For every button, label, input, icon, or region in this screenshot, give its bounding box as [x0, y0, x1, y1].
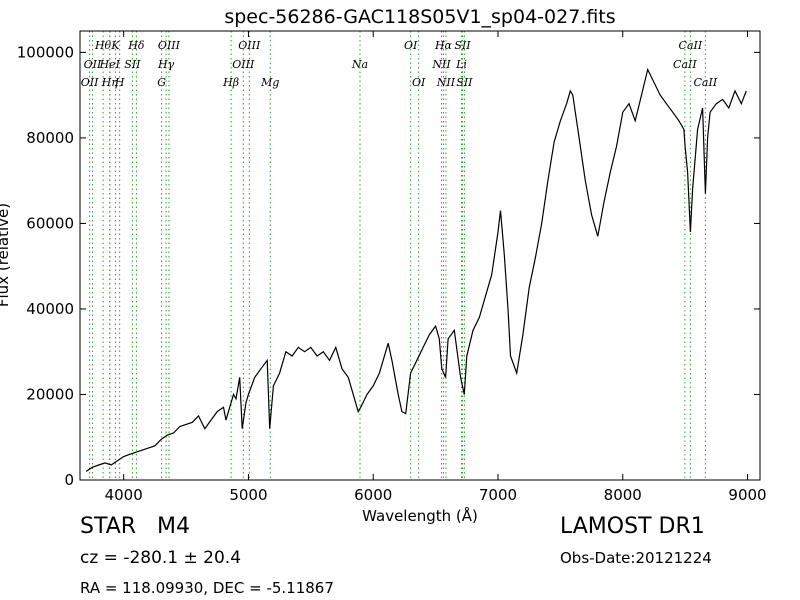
line-label-1: OII: [84, 58, 102, 71]
y-tick-label-4: 80000: [26, 129, 74, 147]
y-tick-label-2: 40000: [26, 300, 74, 318]
line-label-16: Na: [351, 58, 368, 71]
line-label-25: CaII: [673, 58, 697, 71]
object-class-label: STAR M4: [80, 514, 190, 539]
line-label-10: Hγ: [157, 58, 175, 71]
line-label-14: OIII: [238, 39, 261, 52]
y-tick-label-3: 60000: [26, 214, 74, 232]
y-tick-label-0: 0: [64, 471, 74, 489]
line-label-4: HeI: [98, 58, 120, 71]
line-label-3: Hη: [101, 76, 119, 89]
line-label-9: G: [157, 76, 166, 89]
y-axis-ticks: 0 20000 40000 60000 80000 100000: [17, 43, 760, 489]
x-tick-label-0: 4000: [105, 486, 143, 504]
line-label-21: NII: [436, 76, 456, 89]
x-tick-label-3: 7000: [479, 486, 517, 504]
x-tick-label-2: 6000: [354, 486, 392, 504]
line-label-6: H: [114, 76, 125, 89]
line-label-26: CaII: [679, 39, 703, 52]
x-tick-label-1: 5000: [229, 486, 267, 504]
y-tick-label-1: 20000: [26, 385, 74, 403]
line-label-24: SII: [456, 76, 473, 89]
line-label-7: SII: [124, 58, 141, 71]
spectral-line-markers: OII OII Hθ Hη HeI K H SII Hδ G Hγ OIII Hβ OIII OIII Mg N…: [81, 31, 718, 480]
obs-date-readout: Obs-Date:20121224: [560, 549, 712, 567]
line-label-18: OI: [412, 76, 426, 89]
line-label-27: CaII: [694, 76, 718, 89]
line-label-23: Li: [455, 58, 467, 71]
redshift-readout: cz = -280.1 ± 20.4: [80, 548, 242, 568]
line-label-0: OII: [81, 76, 99, 89]
class-text: STAR: [80, 514, 137, 539]
x-tick-label-4: 8000: [604, 486, 642, 504]
line-label-17: OI: [404, 39, 418, 52]
subclass-text: M4: [157, 514, 190, 539]
x-axis-label: Wavelength (Å): [362, 506, 478, 525]
x-axis-ticks: 4000 5000 6000 7000 8000 9000: [105, 31, 767, 504]
y-tick-label-5: 100000: [17, 43, 74, 61]
plot-frame: [79, 30, 761, 481]
y-axis-label: Flux (relative): [0, 203, 12, 307]
line-label-20: Hα: [434, 39, 453, 52]
line-label-5: K: [110, 39, 120, 52]
chart-title: spec-56286-GAC118S05V1_sp04-027.fits: [224, 6, 615, 28]
line-label-11: OIII: [158, 39, 181, 52]
line-label-8: Hδ: [127, 39, 145, 52]
line-label-13: OIII: [232, 58, 255, 71]
line-label-15: Mg: [260, 76, 279, 89]
line-label-19: NII: [431, 58, 451, 71]
line-label-22: SII: [454, 39, 471, 52]
survey-label: LAMOST DR1: [560, 514, 705, 539]
coordinates-readout: RA = 118.09930, DEC = -5.11867: [80, 579, 334, 597]
line-label-2: Hθ: [94, 39, 112, 52]
spectrum-series-line: [85, 67, 747, 472]
line-label-12: Hβ: [222, 76, 239, 89]
x-tick-label-5: 9000: [728, 486, 766, 504]
